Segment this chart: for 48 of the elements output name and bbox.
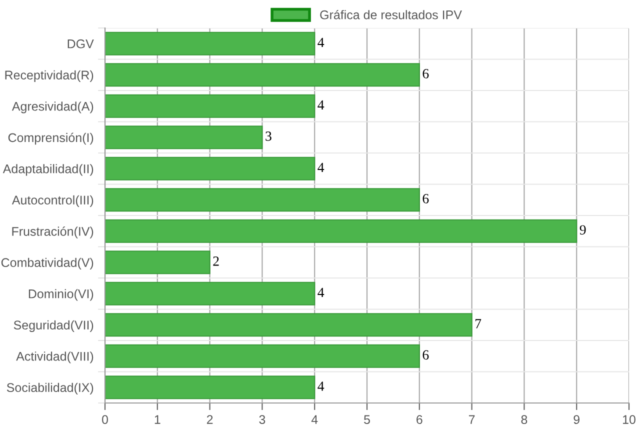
y-tick-label: Dominio(VI): [28, 289, 94, 301]
data-label: 3: [266, 132, 272, 141]
x-tick-label: 8: [521, 415, 528, 424]
x-tick-label: 9: [574, 415, 580, 424]
y-tick-label: Autocontrol(III): [12, 195, 94, 207]
data-label: 2: [213, 256, 219, 266]
data-label: 7: [475, 319, 482, 328]
y-tick-label: Receptividad(R): [5, 70, 94, 82]
bar: [105, 126, 263, 150]
bar: [105, 376, 316, 400]
data-label: 4: [318, 382, 324, 391]
bar: [105, 282, 316, 306]
data-label: 4: [318, 288, 324, 297]
legend-label: Gráfica de resultados IPV: [320, 10, 462, 20]
y-tick-label: Adaptabilidad(II): [2, 164, 94, 176]
data-label: 6: [422, 69, 429, 78]
y-tick-label: Comprensión(I): [8, 132, 94, 145]
x-tick-label: 1: [154, 415, 160, 424]
bar: [105, 250, 210, 274]
bar: [105, 63, 420, 87]
y-tick-label: Sociabilidad(IX): [6, 382, 94, 394]
x-tick-label: 3: [259, 415, 266, 424]
y-tick-label: DGV: [68, 39, 94, 48]
x-tick-label: 0: [102, 415, 108, 424]
bar: [105, 344, 420, 368]
data-label: 4: [318, 100, 324, 110]
y-tick-label: Agresividad(A): [12, 102, 94, 114]
y-tick-label: Actividad(VIII): [16, 352, 94, 364]
bar: [105, 94, 316, 118]
x-tick-label: 5: [364, 415, 370, 424]
x-tick-label: 2: [206, 415, 213, 424]
bar: [105, 188, 420, 212]
y-tick-label: Seguridad(VII): [14, 320, 94, 332]
x-tick-label: 4: [311, 415, 318, 424]
x-tick-label: 6: [416, 415, 422, 424]
y-tick-label: Frustración(IV): [12, 226, 94, 238]
data-label: 4: [318, 162, 324, 172]
data-label: 9: [580, 225, 586, 235]
data-label: 4: [318, 38, 324, 47]
bar: [105, 219, 578, 243]
bar: [105, 156, 316, 180]
data-label: 6: [422, 194, 429, 204]
x-tick-label: 10: [623, 415, 636, 424]
data-label: 6: [422, 350, 429, 360]
bar: [105, 313, 472, 337]
bar: [105, 32, 316, 56]
x-tick-label: 7: [468, 415, 475, 424]
y-tick-label: Combatividad(V): [1, 258, 94, 270]
